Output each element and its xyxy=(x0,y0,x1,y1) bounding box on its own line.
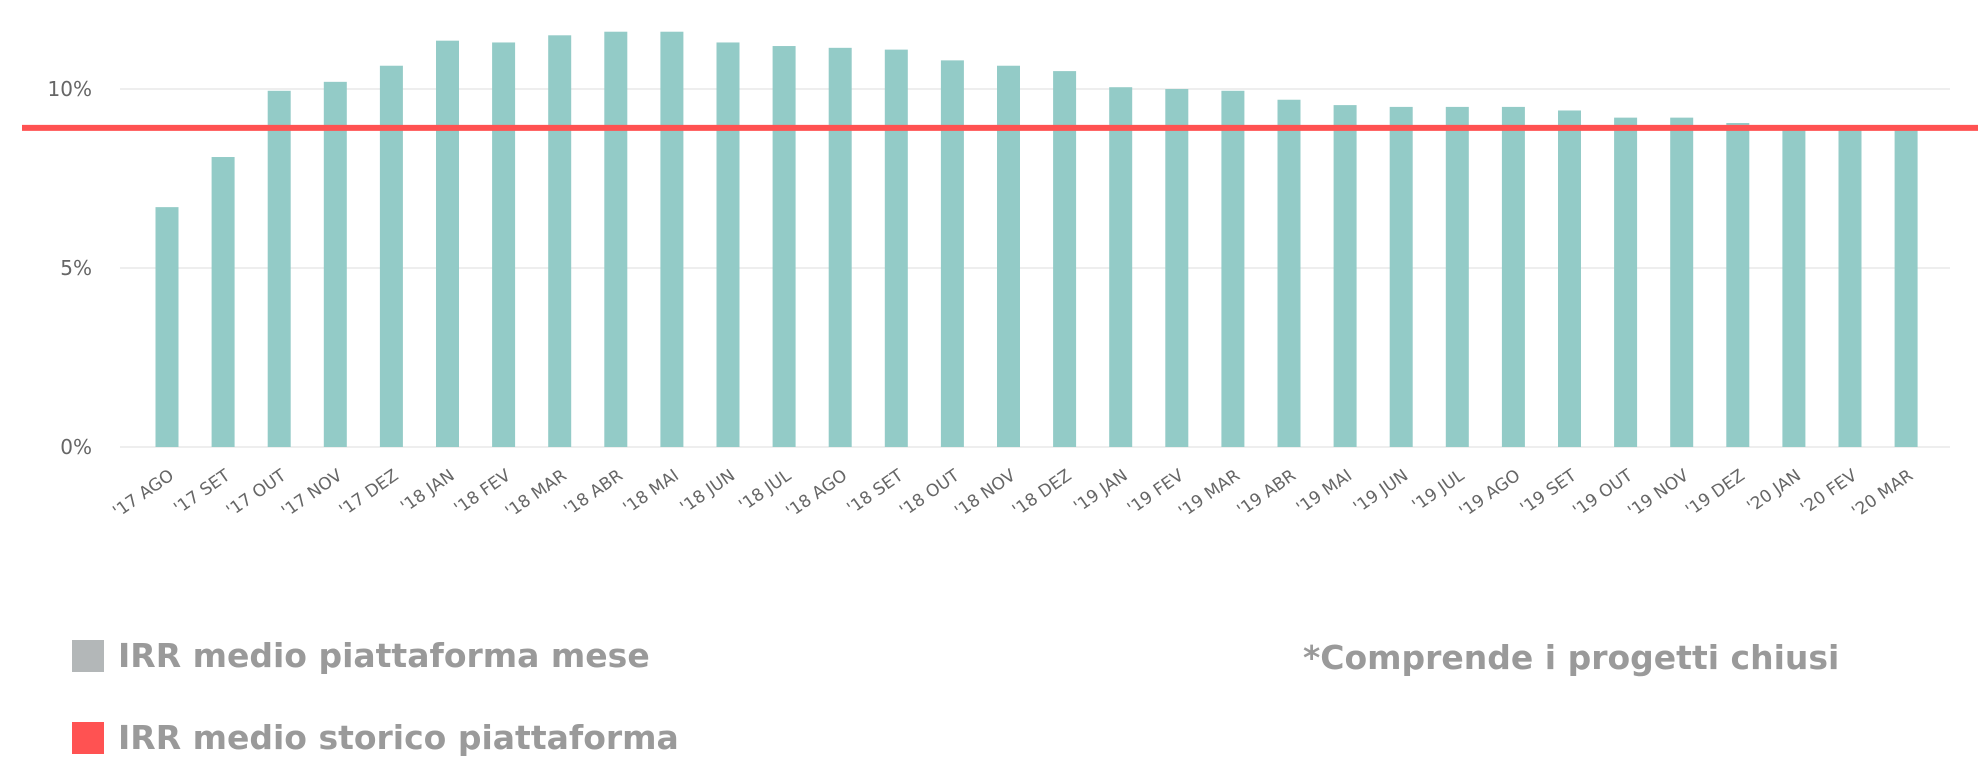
x-tick-label: '17 AGO xyxy=(109,466,177,522)
x-tick-label: '18 JAN xyxy=(397,466,458,517)
bar xyxy=(379,65,403,447)
x-tick-label: '18 MAR xyxy=(502,466,571,523)
x-tick-label: '19 SET xyxy=(1517,465,1581,518)
x-tick-label: '18 NOV xyxy=(951,466,1019,522)
x-tick-label: '17 DEZ xyxy=(336,466,403,521)
x-tick-label: '19 NOV xyxy=(1624,466,1692,522)
y-tick-label: 10% xyxy=(48,77,92,101)
bar xyxy=(1277,99,1301,448)
bar xyxy=(1894,128,1918,447)
bar xyxy=(1670,117,1694,447)
bar xyxy=(1053,71,1077,447)
x-tick-label: '18 AGO xyxy=(783,466,851,522)
bar xyxy=(997,65,1020,447)
x-tick-label: '20 JAN xyxy=(1744,466,1805,517)
bar xyxy=(1614,117,1638,447)
legend-label-monthly-irr: IRR medio piattaforma mese xyxy=(118,636,650,675)
bar xyxy=(604,31,628,447)
legend-item-monthly-irr: IRR medio piattaforma mese xyxy=(72,636,650,675)
bar xyxy=(267,90,291,447)
bar xyxy=(1109,87,1133,448)
bar xyxy=(211,157,235,447)
bar xyxy=(1501,106,1525,448)
legend-swatch-historic-irr xyxy=(72,721,104,754)
irr-chart: 0% 5% 10% '17 AGO'17 SET'17 OUT'17 NOV'17 D… xyxy=(22,31,1978,523)
bar xyxy=(1445,106,1469,448)
bar xyxy=(940,60,964,448)
legend-swatch-monthly-irr xyxy=(72,639,104,672)
bar xyxy=(1165,89,1189,447)
bar xyxy=(492,42,516,448)
bar xyxy=(436,40,459,448)
bar xyxy=(1389,106,1413,448)
x-tick-label: '18 JUN xyxy=(677,466,739,518)
x-tick-label: '19 MAR xyxy=(1175,466,1244,523)
bar xyxy=(716,42,740,448)
x-tick-label: '19 DEZ xyxy=(1682,466,1749,521)
bar xyxy=(772,46,796,447)
x-tick-label: '18 MAI xyxy=(620,466,683,519)
bar xyxy=(660,31,684,447)
x-tick-label: '19 JUN xyxy=(1350,466,1412,518)
x-tick-label: '18 ABR xyxy=(560,466,626,521)
x-tick-label: '19 AGO xyxy=(1456,466,1524,522)
x-tick-label: '19 ABR xyxy=(1234,466,1300,521)
bar xyxy=(884,49,908,448)
x-tick-label: '17 NOV xyxy=(278,466,346,522)
bar xyxy=(155,207,179,447)
x-tick-label: '18 SET xyxy=(844,465,908,518)
x-tick-label: '19 MAI xyxy=(1293,466,1356,519)
bar xyxy=(1558,110,1581,447)
bar xyxy=(828,47,852,447)
y-tick-label: 5% xyxy=(60,256,92,280)
bar xyxy=(1838,126,1862,447)
legend-item-historic-irr: IRR medio storico piattaforma xyxy=(72,718,679,757)
x-tick-label: '17 OUT xyxy=(223,465,291,521)
x-tick-label: '17 SET xyxy=(170,465,234,518)
x-tick-label: '18 OUT xyxy=(896,465,964,521)
bar xyxy=(1782,126,1806,447)
x-tick-label: '18 DEZ xyxy=(1009,466,1076,521)
bar xyxy=(1221,90,1245,447)
bar xyxy=(1333,105,1357,448)
x-tick-label: '19 JAN xyxy=(1070,466,1131,517)
footnote: *Comprende i progetti chiusi xyxy=(1303,638,1840,677)
x-tick-label: '19 OUT xyxy=(1569,465,1637,521)
bar xyxy=(548,35,572,448)
legend-label-historic-irr: IRR medio storico piattaforma xyxy=(118,718,679,757)
y-tick-label: 0% xyxy=(60,435,92,459)
bar xyxy=(1726,123,1750,447)
x-tick-label: '20 MAR xyxy=(1848,466,1917,523)
bar xyxy=(323,81,347,447)
